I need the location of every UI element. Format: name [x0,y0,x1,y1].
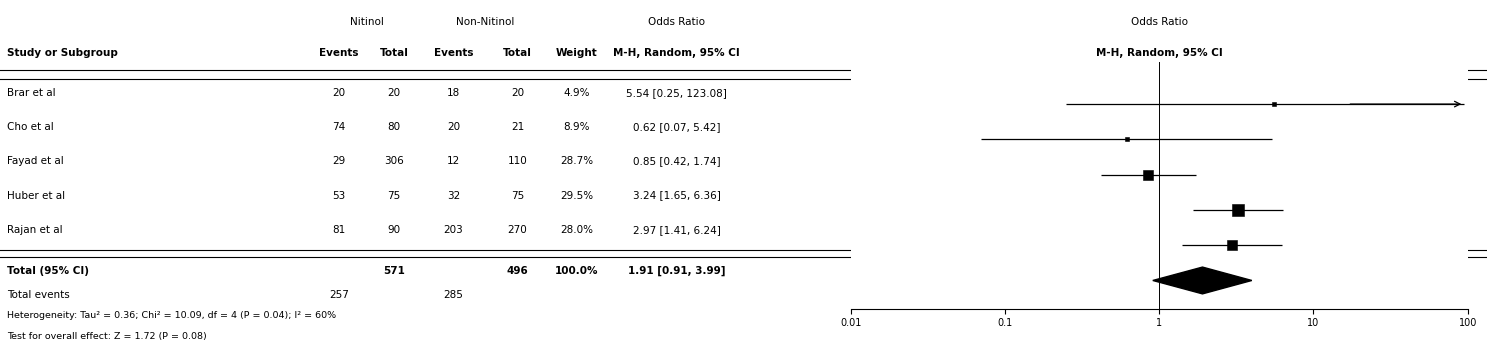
Text: Odds Ratio: Odds Ratio [648,17,705,27]
Text: 20: 20 [512,87,523,98]
Text: 306: 306 [384,156,404,166]
Text: Test for overall effect: Z = 1.72 (P = 0.08): Test for overall effect: Z = 1.72 (P = 0… [7,332,207,341]
Text: Weight: Weight [556,48,598,58]
Text: Events: Events [434,48,473,58]
Text: 4.9%: 4.9% [564,87,590,98]
Text: Total: Total [503,48,532,58]
Text: 257: 257 [329,290,349,300]
Text: 110: 110 [507,156,528,166]
Text: 12: 12 [448,156,459,166]
Text: 53: 53 [333,190,345,201]
Text: Fayad et al: Fayad et al [7,156,64,166]
Text: 90: 90 [388,225,400,235]
Text: 18: 18 [448,87,459,98]
Text: Nitinol: Nitinol [349,17,384,27]
Polygon shape [1152,267,1252,294]
Text: Heterogeneity: Tau² = 0.36; Chi² = 10.09, df = 4 (P = 0.04); I² = 60%: Heterogeneity: Tau² = 0.36; Chi² = 10.09… [7,311,336,320]
Text: 571: 571 [384,266,404,276]
Text: 8.9%: 8.9% [564,122,590,132]
Text: 0.62 [0.07, 5.42]: 0.62 [0.07, 5.42] [633,122,720,132]
Text: 20: 20 [388,87,400,98]
Text: 21: 21 [512,122,523,132]
Text: Total: Total [379,48,409,58]
Text: 203: 203 [443,225,464,235]
Text: Rajan et al: Rajan et al [7,225,62,235]
Text: M-H, Random, 95% CI: M-H, Random, 95% CI [613,48,741,58]
Text: Non-Nitinol: Non-Nitinol [457,17,515,27]
Text: Huber et al: Huber et al [7,190,65,201]
Text: 20: 20 [333,87,345,98]
Text: 81: 81 [333,225,345,235]
Text: 28.0%: 28.0% [561,225,593,235]
Text: Brar et al: Brar et al [7,87,57,98]
Text: Cho et al: Cho et al [7,122,54,132]
Text: Study or Subgroup: Study or Subgroup [7,48,119,58]
Text: 1.91 [0.91, 3.99]: 1.91 [0.91, 3.99] [628,266,726,276]
Text: 29: 29 [333,156,345,166]
Text: 100.0%: 100.0% [555,266,599,276]
Text: 5.54 [0.25, 123.08]: 5.54 [0.25, 123.08] [626,87,727,98]
Text: 32: 32 [448,190,459,201]
Text: 75: 75 [388,190,400,201]
Text: 80: 80 [388,122,400,132]
Text: 496: 496 [507,266,528,276]
Text: 2.97 [1.41, 6.24]: 2.97 [1.41, 6.24] [632,225,721,235]
Text: Odds Ratio: Odds Ratio [1130,17,1188,27]
Text: 270: 270 [507,225,528,235]
Text: Events: Events [320,48,358,58]
Text: 28.7%: 28.7% [561,156,593,166]
Text: 29.5%: 29.5% [561,190,593,201]
Text: 0.85 [0.42, 1.74]: 0.85 [0.42, 1.74] [633,156,720,166]
Text: Total (95% CI): Total (95% CI) [7,266,89,276]
Text: 75: 75 [512,190,523,201]
Text: 20: 20 [448,122,459,132]
Text: Total events: Total events [7,290,70,300]
Text: 285: 285 [443,290,464,300]
Text: 3.24 [1.65, 6.36]: 3.24 [1.65, 6.36] [632,190,721,201]
Text: M-H, Random, 95% CI: M-H, Random, 95% CI [1096,48,1222,58]
Text: 74: 74 [333,122,345,132]
